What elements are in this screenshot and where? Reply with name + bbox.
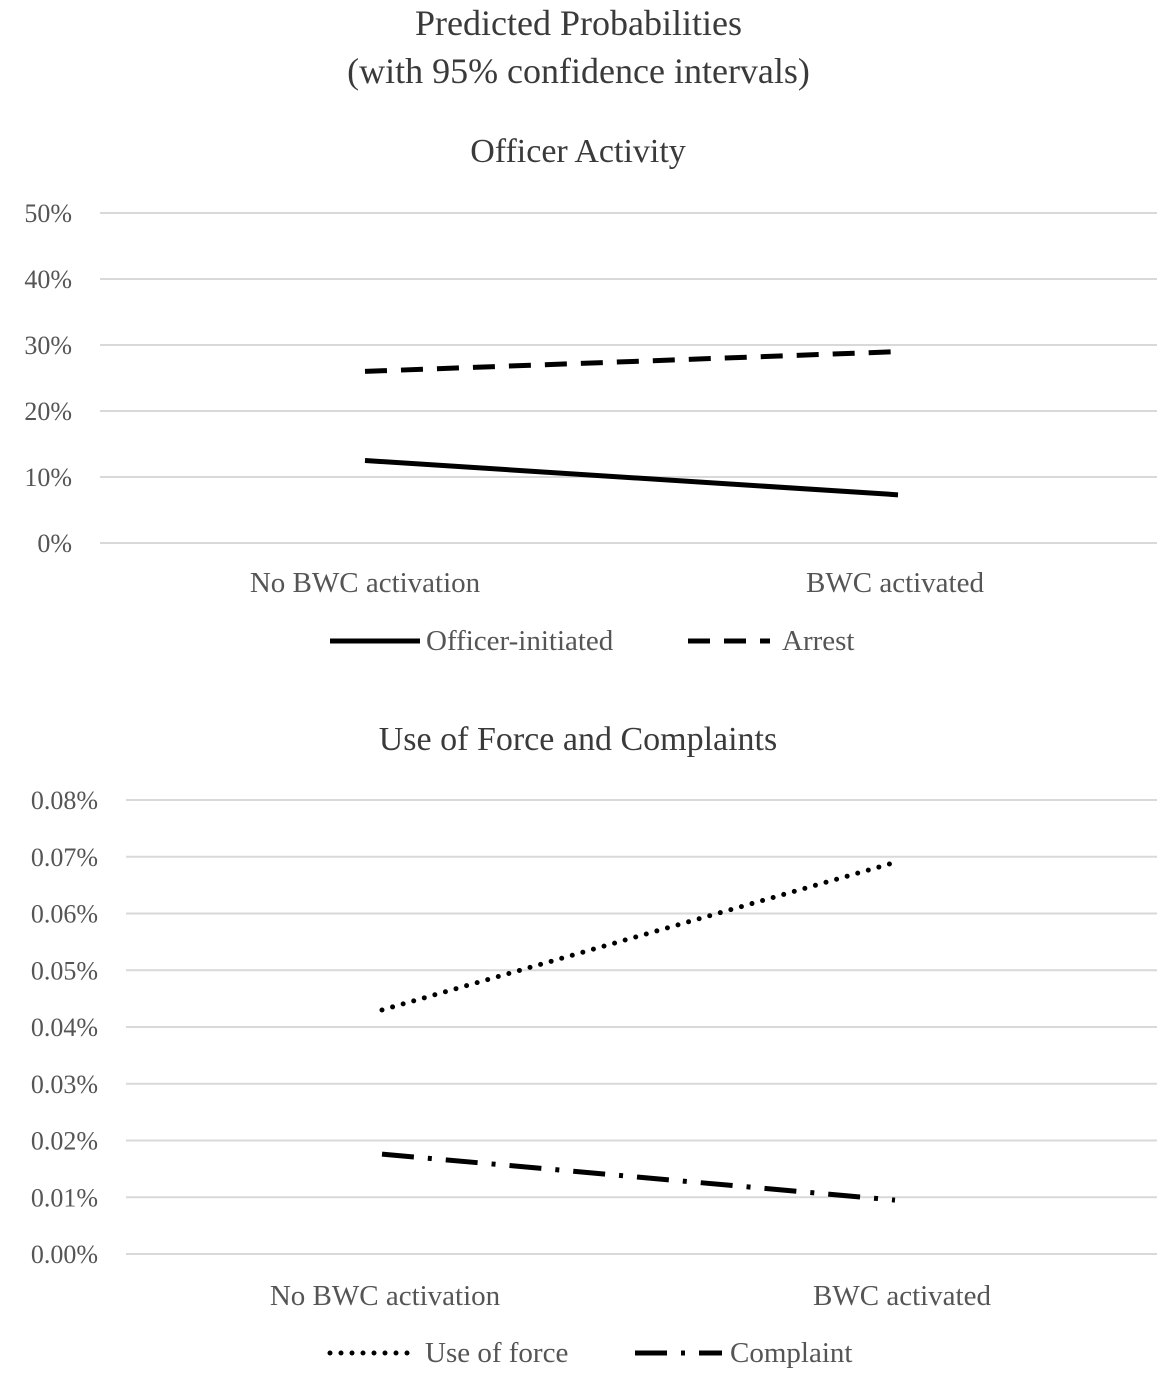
y-tick-label: 0% — [37, 529, 72, 558]
legend-label: Use of force — [425, 1337, 568, 1369]
legend-label: Complaint — [730, 1337, 852, 1369]
chart-1: Officer Activity 0% 10% 20% 30% 40% 50% No BWC … — [24, 133, 1157, 657]
figure-subtitle: (with 95% confidence intervals) — [347, 51, 810, 91]
x-tick-label: No BWC activation — [250, 567, 481, 599]
chart-2: Use of Force and Complaints 0.00% 0.01% 0.0… — [31, 721, 1157, 1369]
x-tick-label: BWC activated — [813, 1280, 991, 1312]
y-tick-label: 0.04% — [31, 1013, 98, 1042]
x-tick-label: No BWC activation — [270, 1280, 501, 1312]
legend-label: Arrest — [782, 625, 854, 657]
y-tick-label: 50% — [24, 199, 72, 228]
y-tick-label: 0.02% — [31, 1127, 98, 1156]
series-line-arrest — [364, 349, 899, 374]
chart-title: Officer Activity — [470, 133, 686, 170]
y-tick-label: 20% — [24, 397, 72, 426]
y-tick-label: 10% — [24, 463, 72, 492]
y-tick-label: 0.07% — [31, 843, 98, 872]
y-tick-label: 30% — [24, 331, 72, 360]
series-line-use-of-force — [379, 859, 898, 1013]
y-tick-label: 0.06% — [31, 900, 98, 929]
y-tick-label: 0.03% — [31, 1070, 98, 1099]
y-tick-label: 0.00% — [31, 1240, 98, 1269]
figure-title: Predicted Probabilities — [415, 3, 742, 43]
legend-label: Officer-initiated — [426, 625, 614, 657]
series-line-officer-initiated — [364, 458, 899, 498]
chart-title: Use of Force and Complaints — [379, 721, 778, 758]
series-line-complaint — [381, 1151, 896, 1203]
y-tick-label: 0.05% — [31, 956, 98, 985]
y-tick-label: 0.08% — [31, 786, 98, 815]
y-tick-label: 40% — [24, 265, 72, 294]
x-tick-label: BWC activated — [806, 567, 984, 599]
y-tick-label: 0.01% — [31, 1183, 98, 1212]
